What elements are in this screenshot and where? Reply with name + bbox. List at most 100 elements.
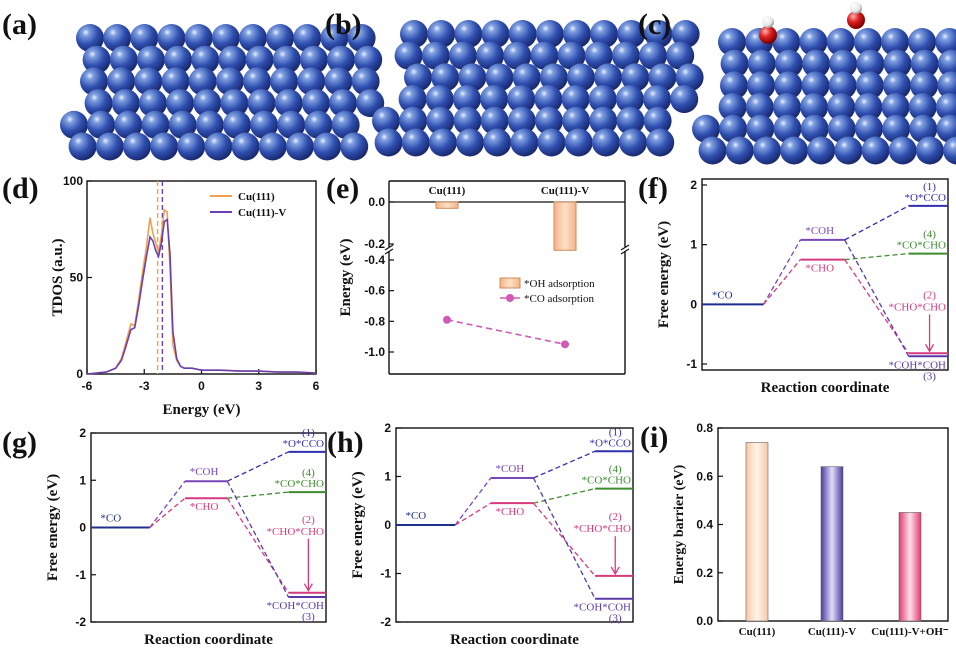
- cu-atom: [351, 67, 380, 96]
- level-number: (3): [923, 370, 936, 382]
- cu-atom: [943, 136, 956, 165]
- oxygen-atom: [847, 11, 865, 29]
- level-label: *COH*COH: [889, 359, 947, 371]
- level-arrowhead: [610, 566, 620, 576]
- cu-atom: [107, 67, 136, 96]
- y-tick-label: -0.4: [364, 253, 385, 267]
- cu-atom: [508, 20, 537, 48]
- barrier-bar: [898, 512, 922, 622]
- level-label: *O*CCO: [904, 192, 946, 204]
- cu-atom: [452, 85, 481, 114]
- cu-atom: [698, 136, 727, 165]
- cu-atom: [834, 136, 863, 165]
- y-tick-label: -2: [380, 615, 391, 629]
- cu-atom: [476, 41, 505, 70]
- y-tick-label: -0.6: [364, 284, 385, 298]
- cu-atom: [141, 110, 170, 139]
- level-label: *O*CCO: [589, 437, 631, 449]
- cu-atom: [639, 41, 668, 70]
- pathway-connector: [844, 239, 910, 357]
- cu-atom: [725, 136, 754, 165]
- cu-atom: [774, 71, 803, 100]
- pathway-connector: [227, 451, 289, 482]
- cu-atom: [188, 67, 217, 96]
- cu-atom: [220, 89, 249, 118]
- cu-atom: [562, 106, 591, 135]
- pathway-connector: [762, 239, 801, 305]
- cu-atom: [293, 24, 322, 52]
- y-tick-label: 2: [690, 178, 697, 192]
- cu-atom: [539, 63, 568, 92]
- cu-atom: [242, 67, 271, 96]
- oh-adsorption-bar: [435, 201, 459, 209]
- level-number: (2): [302, 514, 315, 526]
- y-tick-label: 0.0: [696, 614, 713, 628]
- cu-atom: [644, 20, 673, 48]
- level-label: *CHO*CHO: [889, 301, 947, 313]
- cu-atom: [535, 20, 564, 48]
- category-label: Cu(111)-V: [541, 185, 589, 197]
- level-number: (4): [923, 229, 936, 241]
- cu-atom: [329, 89, 358, 118]
- level-label: *O*CCO: [282, 438, 324, 450]
- cu-atom: [772, 28, 801, 56]
- cu-atom: [184, 24, 213, 52]
- cu-atom: [856, 49, 885, 78]
- cu-atom: [621, 63, 650, 92]
- level-number: (1): [923, 181, 936, 193]
- cu-atom: [164, 45, 193, 74]
- cu-atom: [589, 106, 618, 135]
- cu-atom: [231, 132, 260, 161]
- y-tick-label: 2: [384, 421, 391, 435]
- cu-atom: [910, 71, 939, 100]
- cu-atom: [130, 24, 159, 52]
- cu-atom: [372, 106, 400, 135]
- y-tick-label: 100: [63, 174, 83, 188]
- cu-atom: [177, 132, 206, 161]
- category-label: Cu(111): [739, 626, 776, 638]
- panel-label: (b): [325, 8, 362, 41]
- y-tick-label: -0.8: [364, 314, 385, 328]
- level-label: *COH*COH: [267, 600, 325, 612]
- legend-label: Cu(111): [238, 191, 275, 203]
- co-adsorption-point: [561, 340, 569, 349]
- cu-atom: [161, 67, 190, 96]
- level-label: *CO: [405, 510, 426, 522]
- cu-atom: [915, 136, 944, 165]
- cu-atom: [718, 28, 746, 56]
- panel-label: (a): [2, 8, 37, 41]
- cu-atom: [87, 110, 116, 139]
- cu-atom: [861, 136, 890, 165]
- cu-atom: [772, 93, 801, 122]
- cu-atom: [274, 89, 303, 118]
- y-tick-label: 0.4: [696, 518, 713, 532]
- cu-atom: [507, 106, 536, 135]
- pathway-connector: [149, 480, 186, 528]
- level-arrowhead: [924, 343, 935, 353]
- y-axis-title: Energy (eV): [338, 239, 354, 317]
- y-tick-label: 50: [70, 271, 84, 285]
- oh-adsorption-bar: [553, 201, 577, 251]
- cu-atom: [299, 45, 328, 74]
- level-label: *CO*CHO: [896, 240, 946, 252]
- y-tick-label: 1: [384, 470, 391, 484]
- level-label: *CO*CHO: [581, 475, 631, 487]
- y-tick-label: -1.0: [364, 345, 385, 359]
- pathway-connector: [844, 205, 909, 241]
- barrier-bar: [820, 466, 844, 622]
- cu-atom: [562, 20, 591, 48]
- cu-atom: [882, 114, 911, 143]
- slab-atoms: [372, 20, 704, 157]
- cu-atom: [611, 41, 640, 70]
- level-label: *COH*COH: [574, 602, 632, 614]
- cu-atom: [114, 110, 143, 139]
- cu-atom: [883, 49, 912, 78]
- cu-atom: [481, 20, 510, 48]
- y-axis-title: Free energy (eV): [656, 221, 672, 328]
- cu-atom: [204, 132, 233, 161]
- cu-atom: [643, 106, 672, 135]
- panel-label: (h): [327, 426, 364, 459]
- cu-atom: [908, 93, 937, 122]
- cu-atom: [935, 93, 956, 122]
- cu-atom: [692, 114, 720, 143]
